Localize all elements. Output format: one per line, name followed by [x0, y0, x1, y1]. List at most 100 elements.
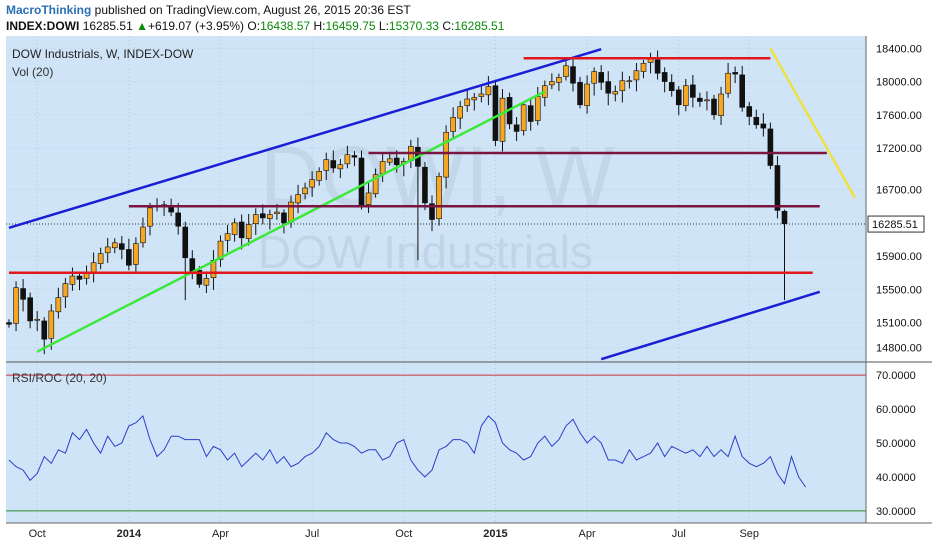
candle-body — [189, 258, 196, 272]
time-tick-label: Jul — [672, 528, 686, 540]
candle-body — [379, 161, 386, 175]
candle-body — [20, 288, 26, 300]
time-tick-label: Apr — [212, 528, 229, 540]
rsi-tick-label: 70.0000 — [876, 370, 916, 382]
candle-body — [704, 99, 710, 102]
last-price: 16285.51 — [82, 19, 133, 33]
candle-body — [429, 203, 435, 220]
candle-body — [55, 297, 62, 313]
candle-body — [485, 86, 492, 96]
candle-body — [774, 165, 781, 211]
candle-body — [499, 97, 506, 142]
osc-title: RSI/ROC (20, 20) — [12, 371, 107, 385]
trend-line-lower-channel — [600, 290, 821, 361]
candle-body — [682, 85, 689, 106]
candle-body — [196, 269, 203, 285]
candle-body — [619, 80, 626, 92]
candle-body — [302, 187, 308, 195]
candle-body — [422, 166, 428, 204]
candle-body — [675, 89, 682, 106]
open-label: O: — [247, 19, 261, 33]
candle-body — [140, 226, 146, 244]
candle-body — [13, 287, 19, 324]
rsi-tick-label: 40.0000 — [876, 472, 916, 484]
low-label: L: — [378, 19, 389, 33]
candle-body — [323, 159, 330, 171]
candle-body — [584, 83, 590, 106]
candle-body — [697, 97, 703, 102]
candle-body — [386, 158, 393, 163]
candle-body — [647, 58, 654, 63]
time-tick-label: Sep — [739, 528, 759, 540]
candle-body — [478, 93, 485, 97]
candle-body — [281, 212, 287, 224]
price-tick-label: 18400.00 — [876, 43, 922, 55]
candle-body — [753, 116, 760, 126]
candle-body — [295, 194, 301, 204]
candle-body — [711, 98, 717, 116]
candle-body — [372, 174, 379, 195]
watermark-name: DOW Industrials — [258, 226, 593, 278]
symbol-name[interactable]: INDEX:DOWI — [6, 19, 80, 33]
time-tick-label: 2014 — [117, 528, 142, 540]
candle-body — [358, 157, 365, 206]
candle-body — [725, 72, 731, 94]
price-tick-label: 16285.51 — [872, 219, 918, 231]
candle-body — [344, 154, 351, 165]
candle-body — [97, 253, 104, 264]
high-value: 16459.75 — [325, 19, 376, 33]
candle-body — [34, 318, 41, 321]
publish-info: MacroThinking published on TradingView.c… — [6, 3, 411, 17]
candle-body — [252, 214, 259, 224]
chart-title: DOW Industrials, W, INDEX-DOW — [12, 47, 194, 61]
candle-body — [231, 222, 238, 235]
price-tick-label: 17600.00 — [876, 110, 922, 122]
candle-body — [309, 179, 315, 188]
close-value: 16285.51 — [454, 19, 505, 33]
candle-body — [464, 98, 471, 106]
low-value: 15370.33 — [388, 19, 439, 33]
candle-body — [746, 106, 753, 117]
change-arrow-icon: ▲ — [136, 19, 148, 33]
candle-body — [443, 131, 449, 178]
candle-body — [690, 84, 696, 98]
candle-body — [668, 82, 675, 92]
trend-line-downtrend — [769, 47, 857, 199]
candle-body — [605, 81, 612, 94]
candle-body — [238, 221, 245, 239]
main-panel-bg — [6, 36, 866, 362]
candle-body — [351, 155, 358, 158]
candle-body — [76, 275, 83, 280]
candle-body — [760, 123, 767, 129]
candle-body — [527, 105, 534, 122]
trend-line-upper-channel — [8, 47, 602, 230]
candle-body — [217, 240, 224, 260]
price-tick-label: 16700.00 — [876, 185, 922, 197]
candle-body — [739, 74, 746, 108]
candle-body — [337, 164, 344, 170]
candle-body — [570, 66, 576, 84]
symbol-info: INDEX:DOWI 16285.51 ▲+619.07 (+3.95%) O:… — [6, 19, 504, 33]
candle-body — [598, 72, 605, 83]
price-tick-label: 15900.00 — [876, 251, 922, 263]
candle-body — [62, 283, 69, 298]
rsi-line — [8, 414, 807, 488]
published-text: published on TradingView.com, August 26,… — [91, 3, 411, 17]
candle-body — [224, 233, 231, 241]
candle-body — [556, 77, 562, 83]
price-change: +619.07 (+3.95%) — [147, 19, 245, 33]
trend-line-uptrend-support — [36, 90, 546, 353]
candle-body — [365, 192, 372, 205]
time-tick-label: Jul — [305, 528, 319, 540]
publisher-name[interactable]: MacroThinking — [6, 3, 92, 17]
price-tick-label: 15500.00 — [876, 284, 922, 296]
candle-body — [563, 65, 569, 77]
candle-body — [203, 278, 210, 286]
candle-body — [104, 246, 111, 254]
candle-body — [471, 97, 478, 101]
candle-body — [316, 171, 323, 181]
candle-body — [612, 91, 619, 95]
candle-body — [534, 96, 541, 121]
candle-body — [640, 62, 647, 72]
